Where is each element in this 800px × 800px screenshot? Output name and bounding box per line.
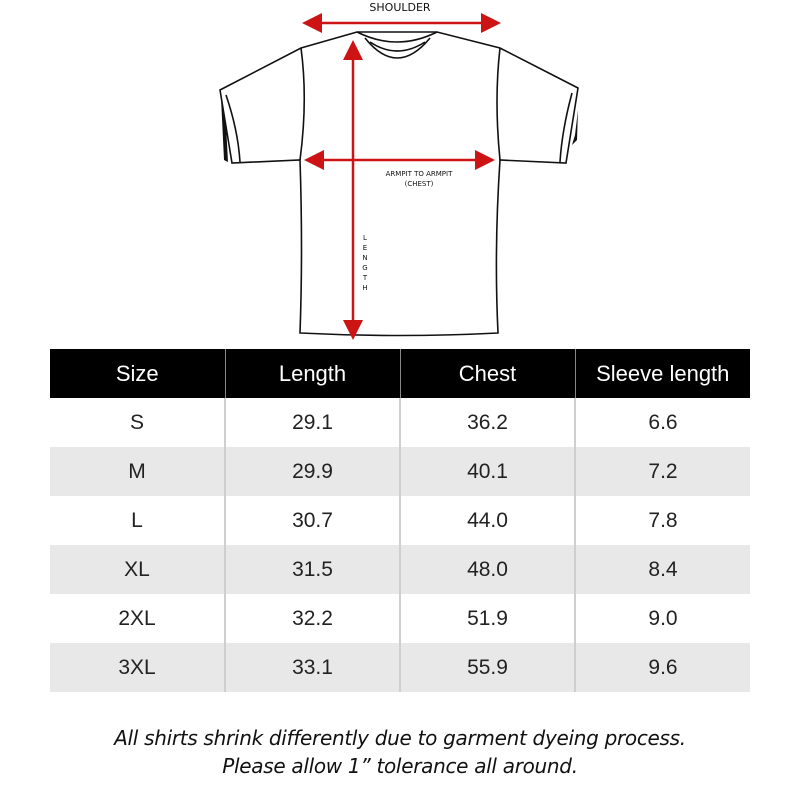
tshirt-outline (219, 31, 579, 337)
table-cell: 3XL (50, 643, 225, 692)
table-cell: XL (50, 545, 225, 594)
table-header-row: Size Length Chest Sleeve length (50, 349, 750, 398)
column-header: Chest (399, 349, 575, 398)
table-cell: 44.0 (399, 496, 575, 545)
table-cell: 7.8 (574, 496, 750, 545)
table-cell: 31.5 (224, 545, 400, 594)
table-row: L 30.7 44.0 7.8 (50, 496, 750, 545)
table-cell: 6.6 (574, 398, 750, 447)
sleeve-cuff-right (572, 110, 578, 145)
table-row: S 29.1 36.2 6.6 (50, 398, 750, 447)
table-cell: 29.1 (224, 398, 400, 447)
table-cell: L (131, 508, 143, 532)
table-cell: 51.9 (399, 594, 575, 643)
table-cell: 9.0 (574, 594, 750, 643)
shrink-note: All shirts shrink differently due to gar… (114, 726, 686, 750)
table-cell: 33.1 (224, 643, 400, 692)
table-row: 3XL 33.1 55.9 9.6 (50, 643, 750, 692)
chest-label-line2: (CHEST) (405, 180, 434, 188)
table-row: XL 31.5 48.0 8.4 (50, 545, 750, 594)
chest-label-line1: ARMPIT TO ARMPIT (386, 170, 453, 178)
table-cell: 9.6 (574, 643, 750, 692)
table-cell: 48.0 (399, 545, 575, 594)
table-cell: 30.7 (224, 496, 400, 545)
table-cell: 40.1 (399, 447, 575, 496)
table-row: M 29.9 40.1 7.2 (50, 447, 750, 496)
sleeve-cuff-left (221, 98, 228, 162)
table-cell: 29.9 (224, 447, 400, 496)
column-header: Length (224, 349, 400, 398)
table-cell: S (129, 410, 144, 434)
column-header: Size (50, 349, 225, 398)
table-cell: 55.9 (399, 643, 575, 692)
table-cell: 32.2 (224, 594, 400, 643)
tolerance-note: Please allow 1” tolerance all around. (222, 754, 578, 778)
table-cell: 36.2 (399, 398, 575, 447)
table-row: 2XL 32.2 51.9 9.0 (50, 594, 750, 643)
table-cell: 8.4 (574, 545, 750, 594)
table-cell: 7.2 (574, 447, 750, 496)
column-header: Sleeve length (574, 349, 750, 398)
table-cell: M (50, 447, 225, 496)
size-chart-table: Size Length Chest Sleeve length S 29.1 36.2 6.… (50, 349, 750, 692)
table-cell: 2XL (118, 606, 156, 630)
shoulder-label: SHOULDER (369, 1, 431, 14)
